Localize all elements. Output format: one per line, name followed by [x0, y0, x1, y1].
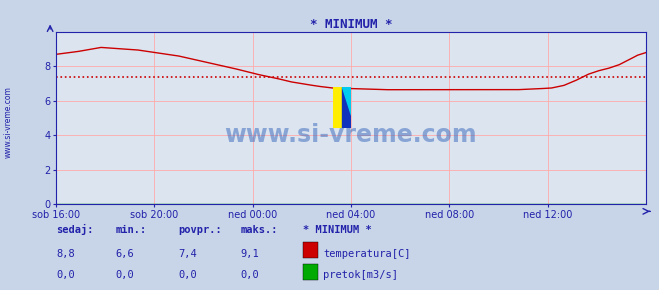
Polygon shape [342, 87, 351, 115]
Text: povpr.:: povpr.: [178, 225, 221, 235]
Text: 0,0: 0,0 [241, 270, 259, 280]
Text: 0,0: 0,0 [115, 270, 134, 280]
Text: sedaj:: sedaj: [56, 224, 94, 235]
Text: maks.:: maks.: [241, 225, 278, 235]
Title: * MINIMUM *: * MINIMUM * [310, 18, 392, 31]
Text: min.:: min.: [115, 225, 146, 235]
Text: 9,1: 9,1 [241, 249, 259, 259]
Bar [342, 87, 351, 128]
Text: pretok[m3/s]: pretok[m3/s] [323, 270, 398, 280]
Text: www.si-vreme.com: www.si-vreme.com [3, 86, 13, 158]
Text: 6,6: 6,6 [115, 249, 134, 259]
Text: 0,0: 0,0 [56, 270, 74, 280]
Text: * MINIMUM *: * MINIMUM * [303, 225, 372, 235]
Bar [333, 87, 342, 128]
Text: 7,4: 7,4 [178, 249, 196, 259]
Text: www.si-vreme.com: www.si-vreme.com [225, 124, 477, 147]
Text: 8,8: 8,8 [56, 249, 74, 259]
Text: temperatura[C]: temperatura[C] [323, 249, 411, 259]
Text: 0,0: 0,0 [178, 270, 196, 280]
